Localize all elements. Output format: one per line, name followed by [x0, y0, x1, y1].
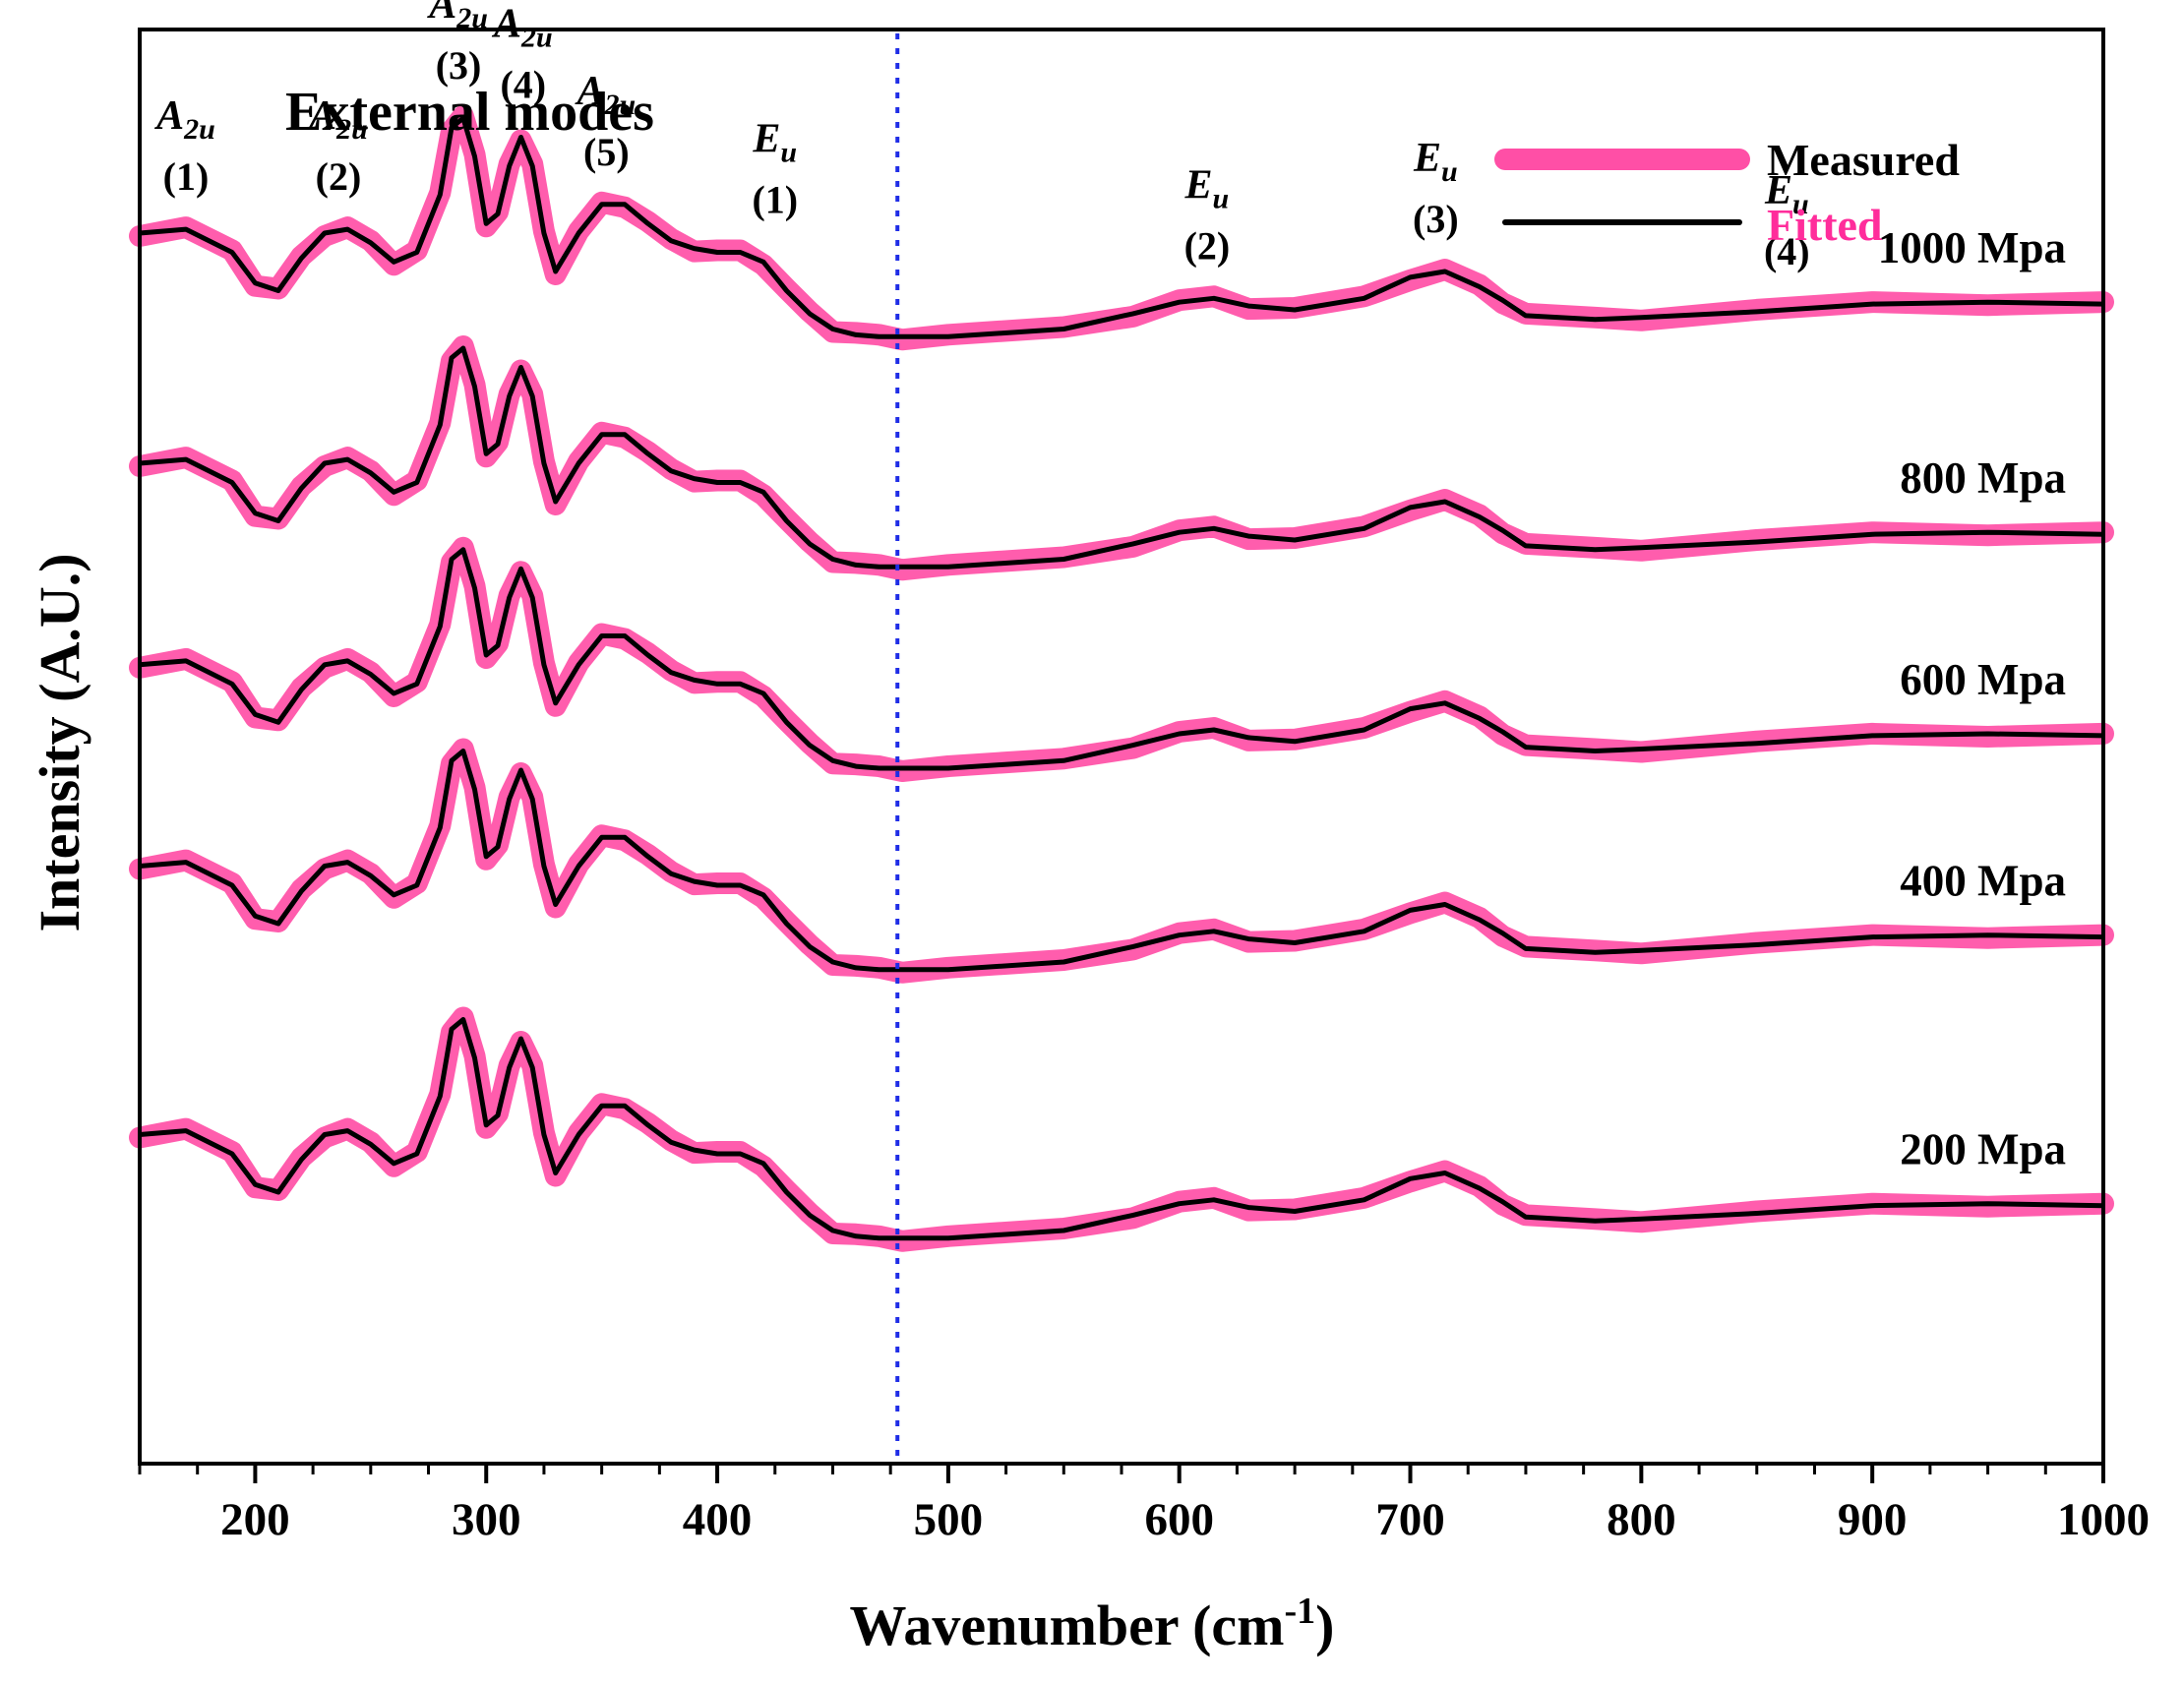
x-tick-label: 500: [914, 1494, 984, 1545]
mode-label-6: Eu (2): [1184, 162, 1231, 268]
x-tick-label: 700: [1375, 1494, 1445, 1545]
x-tick-label: 1000: [2057, 1494, 2150, 1545]
mode-label-3: A2u(4): [491, 2, 553, 107]
mode-symbol: A2u: [306, 93, 368, 146]
series-label-600-mpa: 600 Mpa: [1900, 655, 2066, 704]
series-label-200-mpa: 200 Mpa: [1900, 1125, 2066, 1174]
x-tick-label: 200: [220, 1494, 290, 1545]
plot-area: 1000 Mpa 800 Mpa 600 Mpa 400 Mpa 200 Mpa: [129, 33, 2114, 1464]
mode-symbol: Eu: [1764, 168, 1809, 220]
chart-title: External modes: [285, 82, 654, 143]
mode-label-7: Eu (3): [1413, 136, 1459, 241]
x-tick-label: 900: [1838, 1494, 1908, 1545]
series-fitted-800-mpa: [139, 345, 2104, 570]
x-axis-title: Wavenumber (cm-1): [850, 1591, 1335, 1657]
mode-symbol: Eu: [752, 117, 797, 169]
x-axis-title-main: Wavenumber (cm: [850, 1593, 1285, 1657]
x-axis-title-sup: -1: [1284, 1591, 1315, 1632]
mode-number: (4): [500, 63, 546, 107]
mode-number: (3): [1413, 197, 1459, 241]
legend: Measured Fitted: [1494, 135, 1960, 250]
mode-label-0: A2u(1): [153, 93, 215, 199]
series-label-1000-mpa: 1000 Mpa: [1878, 223, 2066, 272]
mode-number: (3): [436, 43, 482, 88]
mode-label-5: Eu (1): [752, 117, 798, 222]
x-tick-label: 600: [1144, 1494, 1214, 1545]
axes: 200 300 400 500 600 700 800 900 1000: [138, 28, 2150, 1545]
mode-symbol: A2u: [574, 69, 636, 121]
mode-label-8: Eu (4): [1764, 168, 1810, 273]
mode-symbol: A2u: [491, 2, 553, 54]
mode-number: (1): [163, 154, 210, 199]
mode-number: (2): [316, 154, 362, 199]
legend-label-fitted: Fitted: [1767, 200, 1883, 250]
mode-annotations: A2u(1)A2u(2)A2u(3)A2u(4) A2u(5) Eu(1) Eu(2)…: [153, 0, 1809, 273]
x-tick-label: 400: [683, 1494, 753, 1545]
y-axis-title: Intensity (A.U.): [28, 553, 91, 931]
series-fitted-200-mpa: [139, 1017, 2104, 1241]
mode-number: (1): [752, 178, 798, 222]
series-fitted-400-mpa: [139, 749, 2104, 973]
x-axis-title-end: ): [1315, 1593, 1334, 1657]
mode-number: (5): [583, 130, 630, 174]
series-fitted-600-mpa: [139, 547, 2104, 771]
mode-symbol: A2u: [153, 93, 215, 146]
mode-number: (2): [1184, 223, 1231, 268]
x-tick-label: 800: [1607, 1494, 1676, 1545]
series-label-800-mpa: 800 Mpa: [1900, 453, 2066, 503]
mode-number: (4): [1764, 229, 1810, 273]
legend-label-measured: Measured: [1767, 135, 1960, 185]
mode-label-1: A2u(2): [306, 93, 368, 199]
mode-symbol: Eu: [1413, 136, 1458, 188]
mode-label-4: A2u(5): [574, 69, 636, 174]
mode-symbol: Eu: [1184, 162, 1230, 214]
x-tick-label: 300: [452, 1494, 521, 1545]
mode-label-2: A2u(3): [426, 0, 488, 88]
series-label-400-mpa: 400 Mpa: [1900, 857, 2066, 906]
series-fitted-1000-mpa: [139, 115, 2104, 339]
